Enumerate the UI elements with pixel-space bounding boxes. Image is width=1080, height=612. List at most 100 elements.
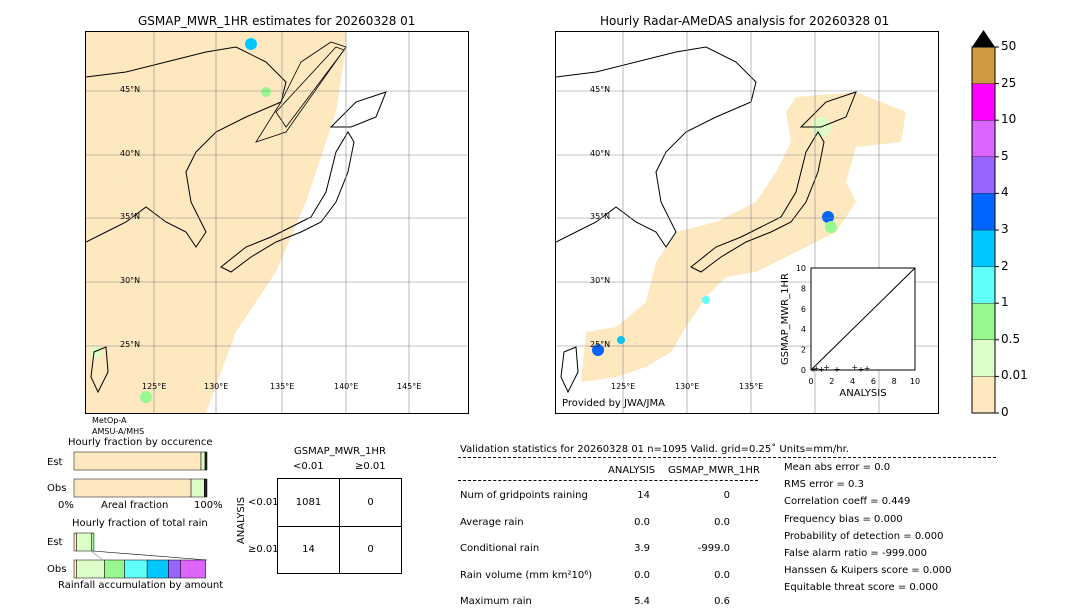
row-label-obs: Obs — [47, 483, 67, 494]
lon-label: 125°E — [611, 382, 636, 391]
colorbar-extend-arrow — [972, 30, 995, 47]
right-map-title: Hourly Radar-AMeDAS analysis for 2026032… — [600, 14, 890, 28]
score: Frequency bias = 0.000 — [784, 513, 903, 525]
stat-label: Maximum rain — [460, 596, 532, 607]
one-to-one-line — [810, 267, 916, 371]
colorbar-label: 0.01 — [1001, 368, 1028, 383]
x-tick-label: 6 — [871, 377, 876, 386]
row-label-est: Est — [47, 457, 63, 468]
x-tick-label: 0 — [808, 377, 813, 386]
colorbar-label: 0 — [1001, 405, 1009, 419]
lon-label: 130°E — [675, 382, 700, 391]
fraction-segment — [76, 559, 105, 579]
colorbar-segment — [971, 120, 996, 157]
rain-fraction-xlabel: Rainfall accumulation by amount — [58, 580, 224, 591]
fraction-segment — [124, 559, 148, 579]
fraction-segment — [168, 559, 181, 579]
left-map-title: GSMAP_MWR_1HR estimates for 20260328 01 — [138, 14, 416, 28]
lon-label: 125°E — [142, 382, 167, 391]
lat-label: 25°N — [590, 340, 611, 349]
scatter-point: + — [813, 364, 820, 373]
x-tick-label: 10 — [910, 377, 920, 386]
cell: 1081 — [295, 497, 322, 508]
scatter-point: + — [823, 363, 830, 372]
fraction-segment — [73, 451, 202, 471]
stat-analysis: 3.9 — [634, 543, 650, 554]
stat-analysis: 0.0 — [634, 516, 650, 528]
stat-gsmap: 0.0 — [714, 516, 730, 528]
lat-label: 30°N — [120, 276, 141, 285]
lat-label: 35°N — [590, 212, 611, 221]
scatter-point: + — [858, 365, 865, 374]
stat-analysis: 14 — [637, 490, 650, 501]
fraction-segment — [91, 532, 95, 552]
fraction-segment — [190, 478, 205, 498]
left-map: 45°N 40°N 35°N 30°N 25°N 125°E 130°E 135… — [85, 31, 469, 414]
stat-gsmap: -999.0 — [697, 543, 730, 554]
col-header: <0.01 — [293, 461, 324, 472]
lat-label: 25°N — [120, 340, 141, 349]
fraction-segment — [204, 451, 208, 471]
row-header: <0.01 — [248, 497, 279, 508]
colorbar-segment — [971, 303, 996, 340]
lat-label: 30°N — [590, 276, 611, 285]
colorbar-label: 1 — [1001, 295, 1009, 310]
scatter-point: + — [864, 364, 871, 373]
fraction-segment — [73, 559, 77, 579]
scatter-point: + — [851, 363, 858, 372]
scatter-point: + — [834, 365, 841, 374]
rain-fraction-title: Hourly fraction of total rain — [72, 518, 208, 529]
row-header: ≥0.01 — [248, 544, 279, 555]
colorbar-segment — [971, 376, 996, 414]
stat-analysis: 5.4 — [634, 596, 650, 607]
tick-100pct: 100% — [194, 500, 223, 511]
lon-label: 135°E — [270, 382, 295, 391]
fraction-segment — [76, 532, 92, 552]
score: Mean abs error = 0.0 — [784, 462, 891, 473]
sensor-label: MetOp-A — [92, 416, 127, 425]
score: Hanssen & Kuipers score = 0.000 — [784, 565, 952, 577]
contingency-table: 1081 0 14 0 — [277, 478, 402, 574]
occurrence-bars — [73, 451, 208, 498]
stat-label: Average rain — [460, 516, 524, 528]
y-tick-label: 4 — [801, 325, 806, 334]
lat-label: 35°N — [120, 212, 141, 221]
colorbar-label: 0.5 — [1001, 331, 1021, 346]
occurrence-xlabel: Areal fraction — [101, 500, 169, 511]
stat-label: Num of gridpoints raining — [460, 490, 588, 501]
row-label-est: Est — [47, 537, 63, 548]
y-tick-label: 0 — [801, 366, 806, 375]
contingency-title: GSMAP_MWR_1HR — [294, 446, 386, 457]
colorbar-label: 3 — [1001, 222, 1009, 236]
stat-gsmap: 0 — [723, 490, 730, 501]
right-map: 45°N 40°N 35°N 30°N 25°N 125°E 130°E 135… — [555, 31, 939, 414]
graticule — [86, 32, 468, 413]
lon-label: 140°E — [334, 382, 359, 391]
colorbar-segment — [971, 156, 996, 194]
lat-label: 40°N — [590, 149, 611, 158]
occurrence-title: Hourly fraction by occurence — [68, 437, 213, 448]
colorbar-label: 10 — [1001, 112, 1017, 127]
y-tick-label: 2 — [801, 346, 806, 355]
col-header: ≥0.01 — [355, 461, 386, 472]
score: RMS error = 0.3 — [784, 479, 864, 491]
score: Correlation coeff = 0.449 — [784, 496, 911, 508]
colorbar-segment — [971, 339, 996, 377]
stats-col-analysis: ANALYSIS — [608, 465, 656, 476]
lon-label: 130°E — [204, 382, 229, 391]
stat-gsmap: 0.0 — [714, 569, 730, 581]
stat-analysis: 0.0 — [634, 569, 650, 581]
colorbar-segment — [971, 266, 996, 304]
scatter-point: + — [818, 365, 825, 374]
right-map-canvas — [556, 32, 938, 413]
fraction-segment — [146, 559, 169, 579]
lat-label: 45°N — [120, 85, 141, 94]
lon-label: 135°E — [739, 382, 764, 391]
colorbar — [971, 30, 999, 414]
colorbar-segment — [971, 193, 996, 231]
fraction-segment — [180, 559, 206, 579]
y-tick-label: 10 — [796, 264, 806, 273]
colorbar-label: 5 — [1001, 148, 1009, 163]
colorbar-segment — [971, 83, 996, 121]
